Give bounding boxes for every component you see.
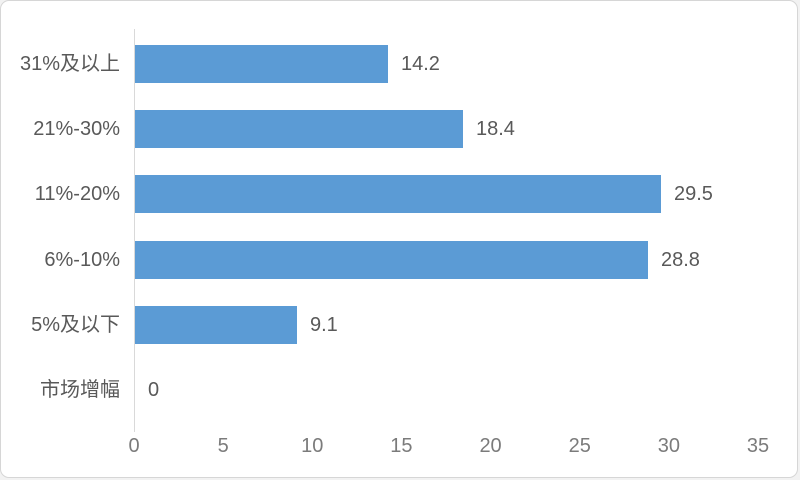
x-tick-label: 25 (568, 435, 591, 457)
x-tick-label: 5 (217, 435, 229, 457)
x-tick-label: 0 (128, 435, 140, 457)
category-label: 31%及以上 (19, 52, 120, 75)
x-axis-tick (134, 423, 135, 432)
x-tick-label: 20 (479, 435, 502, 457)
x-tick-label: 10 (301, 435, 324, 457)
y-axis-line (134, 29, 135, 423)
category-label: 市场增幅 (40, 379, 120, 402)
value-label: 0 (148, 379, 160, 402)
bar (135, 306, 297, 344)
category-label: 6%-10% (44, 248, 120, 271)
x-tick-label: 15 (390, 435, 413, 457)
value-label: 28.8 (661, 248, 700, 271)
bar (135, 44, 388, 83)
category-label: 11%-20% (34, 183, 120, 206)
value-label: 14.2 (401, 52, 440, 75)
bar (135, 110, 463, 148)
bar (135, 175, 661, 214)
x-tick-label: 30 (657, 435, 680, 457)
x-tick-label: 35 (746, 435, 770, 457)
bar (135, 240, 648, 279)
value-label: 9.1 (310, 314, 338, 336)
value-label: 18.4 (476, 118, 515, 140)
category-label: 5%及以下 (31, 314, 120, 336)
value-label: 29.5 (674, 183, 713, 206)
category-label: 21%-30% (33, 118, 120, 140)
